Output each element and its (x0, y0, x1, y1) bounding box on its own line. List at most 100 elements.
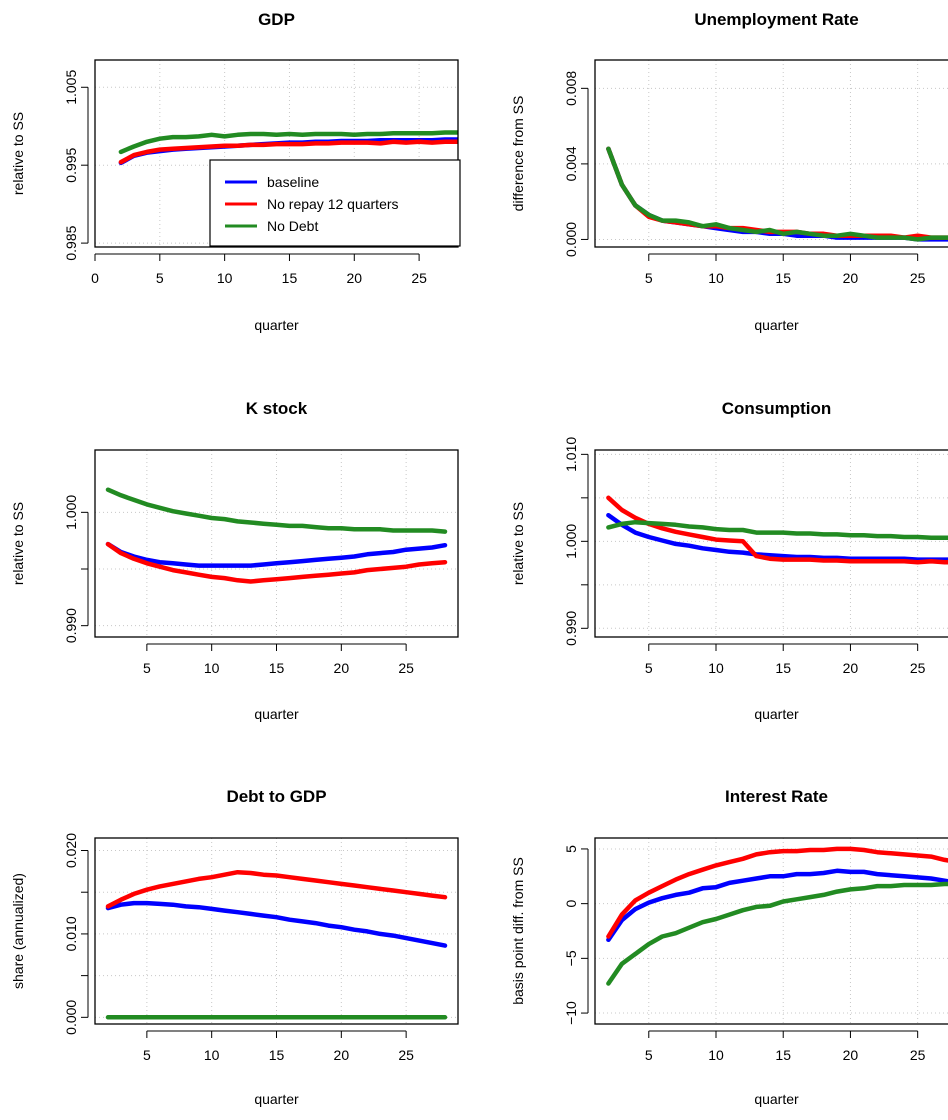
series-line-no-repay-12-quarters (105, 541, 448, 584)
x-tick-label-5: 25 (411, 270, 427, 286)
panel-debt: 5 10 15 20 25 0.000 0.010 0.020 Debt to GDP quart… (10, 787, 459, 1107)
x-tick-label-2: 15 (269, 1047, 285, 1063)
y-tick-label-0: 0.990 (63, 608, 79, 643)
series-line-no-debt (606, 881, 948, 986)
y-tick-label-0: 0.990 (563, 611, 579, 646)
series-line-baseline (606, 512, 948, 562)
x-tick-label-0: 5 (143, 660, 151, 676)
x-axis-label: quarter (754, 317, 799, 333)
y-tick-label-1: 0.004 (563, 146, 579, 181)
panel-interest: 5 10 15 20 25 −10 −5 0 5 Interest Rate quarter basi… (510, 787, 948, 1107)
y-axis-label: share (annualized) (10, 873, 26, 989)
series-line-no-debt (118, 130, 458, 155)
x-tick-label-1: 10 (708, 270, 724, 286)
series-line-baseline (606, 146, 948, 242)
x-tick-label-4: 25 (910, 1047, 926, 1063)
x-tick-label-1: 5 (156, 270, 164, 286)
plot-frame (94, 59, 459, 248)
x-tick-label-3: 20 (334, 1047, 350, 1063)
x-tick-label-2: 15 (775, 270, 791, 286)
plot-frame (594, 59, 948, 248)
x-tick-label-1: 10 (708, 1047, 724, 1063)
y-axis-label: relative to SS (510, 502, 526, 585)
x-tick-label-2: 15 (775, 660, 791, 676)
plot-frame (94, 449, 459, 638)
x-tick-label-3: 20 (334, 660, 350, 676)
y-axis-label: basis point diff. from SS (510, 857, 526, 1005)
y-tick-label-2: 0 (563, 900, 579, 908)
y-tick-label-2: 0.010 (63, 916, 79, 951)
x-tick-label-2: 15 (775, 1047, 791, 1063)
x-axis-label: quarter (754, 706, 799, 722)
panel-title: Debt to GDP (226, 787, 326, 806)
y-tick-label-4: 0.020 (63, 833, 79, 868)
panel-consumption: 5 10 15 20 25 0.990 1.000 1.010 Consumption quart… (510, 399, 948, 722)
legend-label-0: baseline (267, 174, 319, 190)
series-line-no-debt (606, 146, 948, 242)
x-axis-label: quarter (254, 706, 299, 722)
x-tick-label-0: 5 (645, 1047, 653, 1063)
x-tick-label-4: 20 (346, 270, 362, 286)
y-axis-label: relative to SS (10, 112, 26, 195)
x-tick-label-0: 5 (143, 1047, 151, 1063)
y-tick-label-0: 0.000 (63, 1000, 79, 1035)
series-line-no-repay-12-quarters (105, 869, 448, 909)
plot-frame (94, 837, 459, 1025)
x-tick-label-3: 20 (843, 660, 859, 676)
y-axis-label: difference from SS (510, 96, 526, 212)
x-tick-label-2: 10 (217, 270, 233, 286)
series-line-baseline (105, 541, 448, 568)
series-line-no-debt (105, 487, 448, 534)
y-tick-label-2: 0.008 (563, 71, 579, 106)
x-tick-label-4: 25 (910, 270, 926, 286)
y-tick-label-2: 1.005 (63, 70, 79, 105)
legend: baseline No repay 12 quarters No Debt (209, 159, 461, 247)
x-axis-label: quarter (254, 1091, 299, 1107)
panel-unemp: 5 10 15 20 25 0.000 0.004 0.008 Unemployment Rat… (510, 10, 948, 333)
y-tick-label-1: 0.995 (63, 147, 79, 182)
y-tick-label-2: 1.000 (63, 495, 79, 530)
x-tick-label-1: 10 (204, 1047, 220, 1063)
x-tick-label-4: 25 (398, 660, 414, 676)
y-tick-label-1: −5 (563, 950, 579, 966)
x-tick-label-4: 25 (910, 660, 926, 676)
x-tick-label-4: 25 (398, 1047, 414, 1063)
y-tick-label-0: −10 (563, 1001, 579, 1025)
series-line-baseline (105, 900, 448, 948)
panel-title: Unemployment Rate (694, 10, 858, 29)
panel-kstock: 5 10 15 20 25 0.990 1.000 K stock quarter relativ… (10, 399, 459, 722)
y-tick-label-4: 1.010 (563, 437, 579, 472)
x-tick-label-3: 15 (282, 270, 298, 286)
x-tick-label-3: 20 (843, 1047, 859, 1063)
x-axis-label: quarter (754, 1091, 799, 1107)
series-line-no-repay-12-quarters (606, 146, 948, 240)
plot-frame (594, 449, 948, 638)
x-tick-label-3: 20 (843, 270, 859, 286)
legend-label-2: No Debt (267, 218, 318, 234)
y-tick-label-0: 0.985 (63, 225, 79, 260)
series-line-no-repay-12-quarters (606, 846, 948, 939)
x-tick-label-0: 5 (645, 270, 653, 286)
series-line-no-debt (606, 519, 948, 541)
y-axis-label: relative to SS (10, 502, 26, 585)
x-tick-label-1: 10 (204, 660, 220, 676)
panel-title: Consumption (722, 399, 832, 418)
y-tick-label-0: 0.000 (563, 222, 579, 257)
y-tick-label-2: 1.000 (563, 524, 579, 559)
plot-frame (594, 837, 948, 1025)
panel-gdp: 0 5 10 15 20 25 0.985 0.995 1.005 GDP quarter relat… (10, 10, 461, 333)
legend-label-1: No repay 12 quarters (267, 196, 399, 212)
y-tick-label-3: 5 (563, 845, 579, 853)
panel-title: K stock (246, 399, 308, 418)
x-tick-label-1: 10 (708, 660, 724, 676)
x-tick-label-0: 5 (645, 660, 653, 676)
x-axis-label: quarter (254, 317, 299, 333)
series-line-no-repay-12-quarters (606, 495, 948, 565)
series-line-baseline (606, 868, 948, 943)
panel-title: GDP (258, 10, 295, 29)
x-tick-label-0: 0 (91, 270, 99, 286)
x-tick-label-2: 15 (269, 660, 285, 676)
series-line-no-repay-12-quarters (118, 139, 458, 165)
